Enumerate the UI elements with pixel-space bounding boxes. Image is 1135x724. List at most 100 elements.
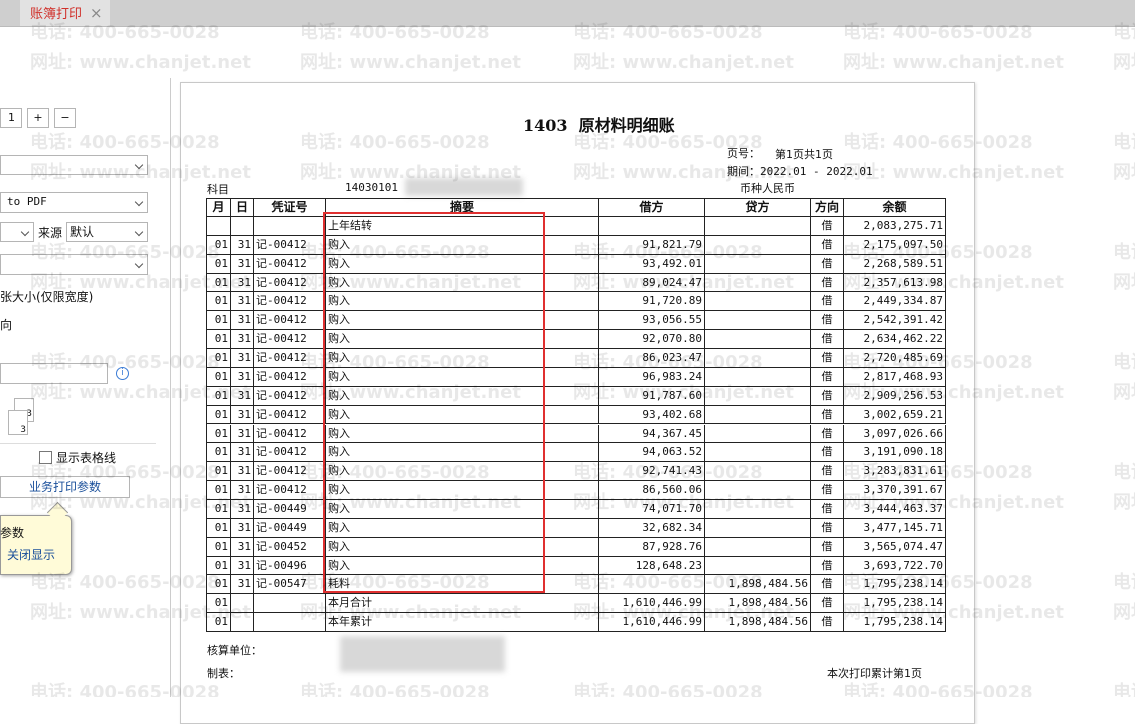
column-header: 贷方 xyxy=(705,199,811,217)
maker-label: 制表： xyxy=(207,667,240,680)
table-cell: 01 xyxy=(207,311,231,331)
info-icon[interactable]: i xyxy=(116,367,129,380)
table-cell xyxy=(705,235,811,255)
table-cell: 记-00412 xyxy=(254,330,326,350)
table-cell: 31 xyxy=(231,367,254,387)
watermark: 电话: 400-665-0028 xyxy=(1113,242,1135,263)
table-cell: 31 xyxy=(231,386,254,406)
table-cell: 94,063.52 xyxy=(599,443,705,463)
watermark: 电话: 400-665-0028 xyxy=(1113,572,1135,593)
table-cell: 3,693,722.70 xyxy=(844,556,946,576)
subject-label: 科目 xyxy=(207,183,229,196)
watermark: 电话: 400-665-0028 xyxy=(1113,682,1135,697)
table-cell xyxy=(705,481,811,500)
select[interactable] xyxy=(0,222,34,242)
table-cell: 借 xyxy=(811,594,844,614)
grid-checkbox[interactable] xyxy=(39,451,52,464)
column-header: 凭证号 xyxy=(254,199,326,217)
table-cell: 86,560.06 xyxy=(599,481,705,500)
table-cell xyxy=(705,330,811,350)
table-cell: 记-00412 xyxy=(254,311,326,331)
table-cell: 借 xyxy=(811,349,844,368)
watermark: 电话: 400-665-0028 xyxy=(1113,132,1135,153)
column-header: 摘要 xyxy=(326,199,599,217)
table-cell: 记-00547 xyxy=(254,575,326,595)
select[interactable] xyxy=(0,254,148,275)
table-cell: 3,283,831.61 xyxy=(844,462,946,482)
table-cell xyxy=(705,556,811,576)
table-cell xyxy=(705,386,811,406)
watermark: 网址: www.chanjet.net xyxy=(843,52,1064,73)
table-cell: 01 xyxy=(207,556,231,576)
table-cell: 借 xyxy=(811,311,844,331)
table-cell xyxy=(705,537,811,557)
column-header: 日 xyxy=(231,199,254,217)
table-cell: 购入 xyxy=(326,556,599,576)
table-cell: 92,070.80 xyxy=(599,330,705,350)
tab[interactable]: 账簿打印 × xyxy=(20,0,110,26)
table-cell: 2,175,097.50 xyxy=(844,235,946,255)
table-cell xyxy=(254,613,326,632)
business-params-button[interactable]: 业务打印参数 xyxy=(0,476,130,498)
copies-input[interactable]: 1 xyxy=(0,108,22,128)
table-cell: 93,402.68 xyxy=(599,405,705,425)
table-cell: 32,682.34 xyxy=(599,518,705,538)
table-cell xyxy=(599,575,705,595)
currency: 币种人民币 xyxy=(740,182,795,195)
table-cell xyxy=(254,594,326,614)
table-cell: 记-00449 xyxy=(254,518,326,538)
table-cell: 86,023.47 xyxy=(599,349,705,368)
table-cell: 31 xyxy=(231,481,254,500)
column-header: 借方 xyxy=(599,199,705,217)
table-cell: 01 xyxy=(207,443,231,463)
table-cell: 借 xyxy=(811,386,844,406)
table-cell: 上年结转 xyxy=(326,217,599,236)
table-cell: 借 xyxy=(811,292,844,312)
table-cell: 91,821.79 xyxy=(599,235,705,255)
printer-select[interactable]: to PDF xyxy=(0,192,148,213)
source-select[interactable]: 默认 xyxy=(66,222,148,242)
table-cell xyxy=(599,217,705,236)
table-cell: 01 xyxy=(207,292,231,312)
table-cell: 31 xyxy=(231,443,254,463)
table-cell: 借 xyxy=(811,424,844,444)
table-cell: 01 xyxy=(207,424,231,444)
table-cell: 31 xyxy=(231,254,254,274)
table-cell: 01 xyxy=(207,273,231,293)
table-cell: 3,002,659.21 xyxy=(844,405,946,425)
table-cell xyxy=(231,594,254,614)
table-cell: 93,056.55 xyxy=(599,311,705,331)
table-cell: 购入 xyxy=(326,499,599,519)
table-cell: 耗料 xyxy=(326,575,599,595)
show-grid-label: 显示表格线 xyxy=(56,451,117,465)
table-cell: 31 xyxy=(231,537,254,557)
table-cell: 31 xyxy=(231,349,254,368)
table-cell: 1,610,446.99 xyxy=(599,594,705,614)
table-cell: 31 xyxy=(231,424,254,444)
table-cell: 借 xyxy=(811,405,844,425)
select[interactable] xyxy=(0,155,148,175)
table-cell: 01 xyxy=(207,254,231,274)
text-input[interactable] xyxy=(0,363,108,384)
table-cell: 购入 xyxy=(326,462,599,482)
table-cell xyxy=(207,217,231,236)
minus-button[interactable]: − xyxy=(54,108,76,128)
plus-button[interactable]: + xyxy=(27,108,49,128)
highlight-box xyxy=(323,212,545,593)
table-cell: 购入 xyxy=(326,254,599,274)
table-cell: 92,741.43 xyxy=(599,462,705,482)
watermark: 网址: www.chanjet.net xyxy=(1113,162,1135,183)
table-cell: 本年累计 xyxy=(326,613,599,632)
table-cell: 购入 xyxy=(326,537,599,557)
watermark: 网址: www.chanjet.net xyxy=(573,52,794,73)
table-cell: 借 xyxy=(811,575,844,595)
table-cell: 01 xyxy=(207,386,231,406)
table-cell: 96,983.24 xyxy=(599,367,705,387)
unit-label: 核算单位： xyxy=(207,644,262,657)
tab-close[interactable]: × xyxy=(90,4,103,22)
tooltip-close[interactable]: 关闭显示 xyxy=(7,548,56,562)
table-cell: 2,817,468.93 xyxy=(844,367,946,387)
column-header: 余额 xyxy=(844,199,946,217)
table-cell xyxy=(705,367,811,387)
table-cell: 购入 xyxy=(326,349,599,368)
